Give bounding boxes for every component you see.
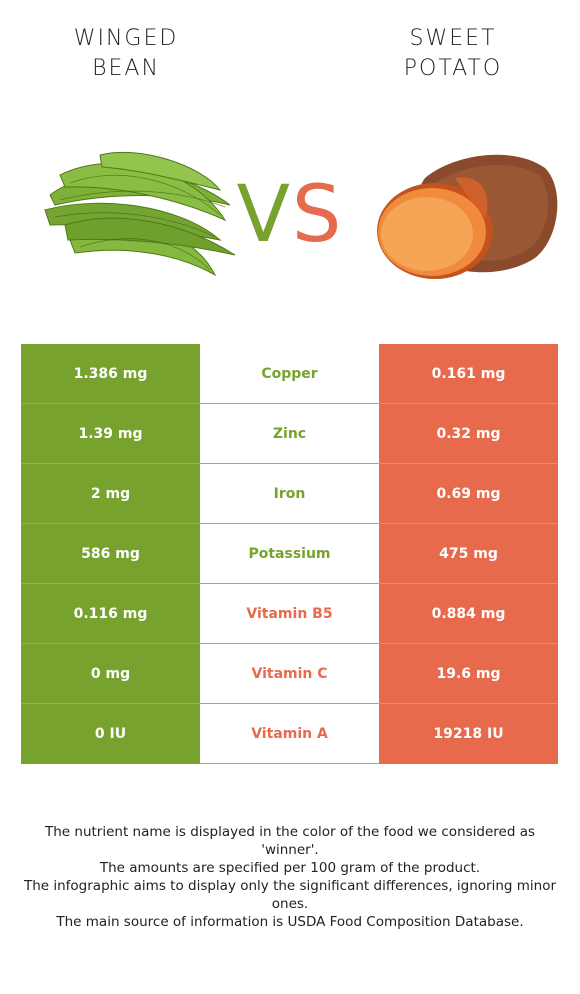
nutrient-name-cell: Copper [200, 344, 379, 404]
table-row: 1.386 mg Copper 0.161 mg [21, 344, 558, 404]
table-row: 2 mg Iron 0.69 mg [21, 464, 558, 524]
nutrient-name-cell: Vitamin B5 [200, 584, 379, 644]
footnote-source: The main source of information is USDA F… [56, 914, 524, 930]
right-food-title-line2: POTATO [403, 56, 503, 81]
table-row: 0 mg Vitamin C 19.6 mg [21, 644, 558, 704]
footnote-significant: The infographic aims to display only the… [23, 878, 557, 912]
right-value-cell: 0.69 mg [379, 464, 558, 524]
vs-s-letter: S [291, 170, 344, 260]
vs-v-letter: V [236, 170, 292, 260]
sweet-potato-image [377, 154, 558, 279]
left-value-cell: 0 IU [21, 704, 200, 764]
left-food-title-line2: BEAN [92, 56, 160, 81]
right-value-cell: 19.6 mg [379, 644, 558, 704]
nutrient-name-cell: Vitamin A [200, 704, 379, 764]
nutrient-name-cell: Vitamin C [200, 644, 379, 704]
table-row: 0 IU Vitamin A 19218 IU [21, 704, 558, 764]
left-value-cell: 0.116 mg [21, 584, 200, 644]
footnote-winner-color: The nutrient name is displayed in the co… [44, 824, 536, 858]
left-value-cell: 1.386 mg [21, 344, 200, 404]
right-food-title-line1: SWEET [409, 26, 497, 51]
nutrient-name-cell: Potassium [200, 524, 379, 584]
comparison-table: 1.386 mg Copper 0.161 mg 1.39 mg Zinc 0.… [21, 344, 558, 764]
nutrient-name-cell: Zinc [200, 404, 379, 464]
footnote-amounts: The amounts are specified per 100 gram o… [99, 860, 481, 876]
right-value-cell: 19218 IU [379, 704, 558, 764]
left-value-cell: 1.39 mg [21, 404, 200, 464]
vs-label: VS [225, 165, 355, 265]
table-row: 0.116 mg Vitamin B5 0.884 mg [21, 584, 558, 644]
left-value-cell: 586 mg [21, 524, 200, 584]
right-value-cell: 475 mg [379, 524, 558, 584]
table-row: 586 mg Potassium 475 mg [21, 524, 558, 584]
right-value-cell: 0.161 mg [379, 344, 558, 404]
right-food-title: SWEET POTATO [343, 24, 563, 84]
table-row: 1.39 mg Zinc 0.32 mg [21, 404, 558, 464]
right-value-cell: 0.32 mg [379, 404, 558, 464]
right-value-cell: 0.884 mg [379, 584, 558, 644]
winged-bean-image [44, 151, 236, 277]
footnotes: The nutrient name is displayed in the co… [15, 823, 565, 931]
left-value-cell: 2 mg [21, 464, 200, 524]
left-food-title: WINGED BEAN [16, 24, 236, 84]
nutrient-name-cell: Iron [200, 464, 379, 524]
left-value-cell: 0 mg [21, 644, 200, 704]
left-food-title-line1: WINGED [73, 26, 179, 51]
